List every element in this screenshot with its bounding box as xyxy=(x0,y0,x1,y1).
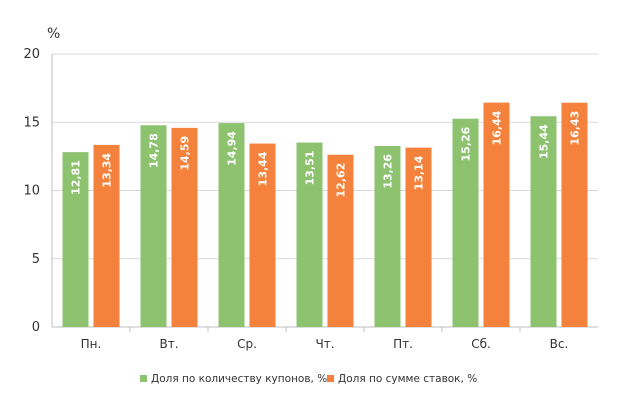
x-tick-label: Сб. xyxy=(471,337,491,351)
legend-swatch xyxy=(140,375,147,382)
legend-label: Доля по количеству купонов, % xyxy=(151,373,327,385)
bar xyxy=(140,125,167,328)
bar xyxy=(530,116,557,327)
bar-data-label: 15,44 xyxy=(538,124,551,159)
bar-data-label: 13,26 xyxy=(382,154,395,189)
bar xyxy=(93,144,120,327)
bar-data-label: 14,94 xyxy=(226,131,239,166)
x-tick-label: Пн. xyxy=(81,337,102,351)
x-tick-label: Чт. xyxy=(315,337,334,351)
bar xyxy=(249,143,276,327)
bar xyxy=(405,147,432,327)
bar xyxy=(171,127,198,327)
bar-data-label: 14,59 xyxy=(179,136,192,171)
x-tick-label: Пт. xyxy=(393,337,413,351)
y-tick-label: 10 xyxy=(23,184,40,199)
x-tick-label: Вс. xyxy=(550,337,569,351)
y-tick-label: 5 xyxy=(32,252,40,267)
bar-data-label: 15,26 xyxy=(460,126,473,161)
y-tick-label: 20 xyxy=(23,47,40,62)
legend-label: Доля по сумме ставок, % xyxy=(338,373,477,385)
bar-data-label: 13,44 xyxy=(257,151,270,186)
bar-data-label: 12,62 xyxy=(335,163,348,198)
bar xyxy=(374,146,401,327)
bar-data-label: 14,78 xyxy=(148,133,161,168)
legend-swatch xyxy=(327,375,334,382)
bar-data-label: 12,81 xyxy=(70,160,83,195)
y-unit-label: % xyxy=(47,26,60,42)
bar xyxy=(62,152,89,327)
bar-data-label: 13,51 xyxy=(304,151,317,186)
bar xyxy=(296,142,323,327)
bar xyxy=(452,118,479,328)
bar xyxy=(218,123,245,327)
bar-data-label: 16,43 xyxy=(569,111,582,146)
y-tick-label: 15 xyxy=(23,115,40,130)
bar xyxy=(561,102,588,327)
bar xyxy=(327,154,354,327)
x-tick-label: Ср. xyxy=(237,337,257,351)
bar-data-label: 16,44 xyxy=(491,110,504,145)
bar xyxy=(483,102,510,328)
x-tick-label: Вт. xyxy=(159,337,178,351)
y-tick-label: 0 xyxy=(32,320,40,335)
bar-data-label: 13,34 xyxy=(101,153,114,188)
bar-data-label: 13,14 xyxy=(413,155,426,190)
